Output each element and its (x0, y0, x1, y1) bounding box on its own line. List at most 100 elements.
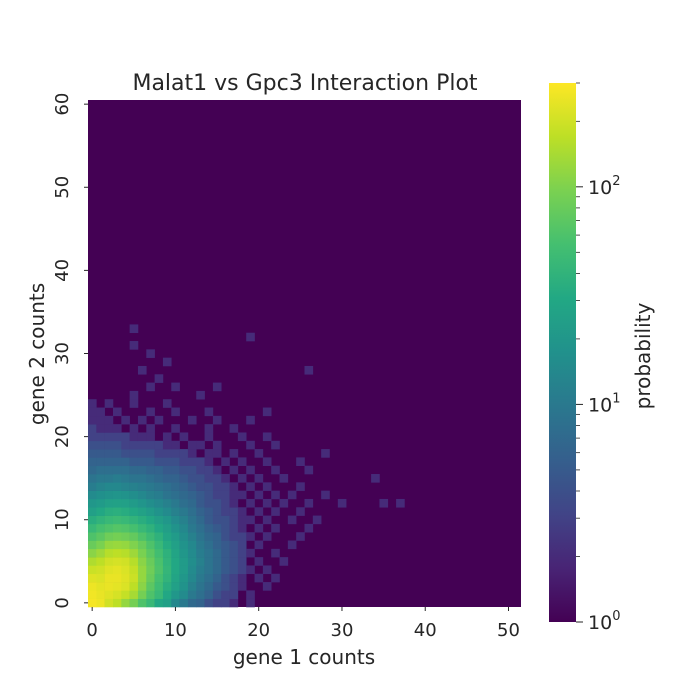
heatmap-cell (88, 557, 97, 566)
heatmap-cell (146, 582, 155, 591)
heatmap-cell (104, 557, 114, 566)
heatmap-cell (246, 532, 255, 541)
heatmap-cell (137, 498, 147, 508)
heatmap-cell (162, 573, 172, 583)
heatmap-cell (121, 498, 130, 508)
heatmap-cell (187, 498, 197, 508)
heatmap-cell (229, 532, 239, 541)
heatmap-cell (154, 482, 164, 491)
heatmap-cell (96, 590, 105, 599)
heatmap-cell (204, 557, 214, 566)
heatmap-cell (171, 582, 180, 591)
y-tick-label: 50 (52, 176, 73, 199)
heatmap-cell (121, 598, 130, 608)
heatmap-cell (212, 507, 222, 516)
y-tick-label: 0 (52, 597, 73, 608)
heatmap-cell (88, 598, 97, 608)
heatmap-cell (221, 523, 230, 533)
heatmap-cell (171, 474, 180, 483)
heatmap-cell (146, 424, 155, 433)
heatmap-cell (96, 440, 105, 450)
heatmap-cell (196, 390, 205, 400)
heatmap-cell (196, 582, 205, 591)
heatmap-cell (187, 507, 197, 516)
heatmap-cell (229, 507, 239, 516)
heatmap-cell (271, 573, 280, 583)
heatmap-cell (104, 449, 114, 458)
heatmap-cell (212, 474, 222, 483)
heatmap-cell (221, 498, 230, 508)
heatmap-cell (187, 548, 197, 558)
heatmap-cell (129, 324, 139, 334)
heatmap-cell (187, 457, 197, 467)
heatmap-cell (129, 548, 139, 558)
heatmap-cell (88, 523, 97, 533)
heatmap-cell (96, 490, 105, 500)
heatmap-cell (137, 590, 147, 599)
heatmap-cell (337, 498, 347, 508)
heatmap-cell (129, 507, 139, 516)
heatmap-cell (162, 399, 172, 408)
heatmap-cell (104, 507, 114, 516)
heatmap-cell (179, 490, 189, 500)
heatmap-cell (171, 515, 180, 525)
heatmap-cell (112, 457, 122, 467)
heatmap-cell (212, 465, 222, 475)
heatmap-cell (179, 474, 189, 483)
heatmap-cell (129, 582, 139, 591)
heatmap-cell (146, 457, 155, 467)
heatmap-cell (196, 457, 205, 467)
heatmap-cell (96, 507, 105, 516)
heatmap-cell (104, 440, 114, 450)
heatmap-cell (146, 498, 155, 508)
heatmap-cell (154, 590, 164, 599)
heatmap-cell (104, 432, 114, 442)
heatmap-cell (196, 565, 205, 575)
heatmap-cell (129, 540, 139, 550)
heatmap-cell (237, 457, 247, 467)
heatmap-cell (104, 598, 114, 608)
heatmap-cell (204, 498, 214, 508)
heatmap-cell (204, 598, 214, 608)
y-tick-label: 60 (52, 93, 73, 116)
heatmap-cell (187, 557, 197, 566)
heatmap-cell (162, 532, 172, 541)
heatmap-cell (121, 523, 130, 533)
heatmap-cell (212, 557, 222, 566)
heatmap-cell (187, 532, 197, 541)
heatmap-cell (154, 598, 164, 608)
heatmap-cell (137, 582, 147, 591)
heatmap-cell (146, 598, 155, 608)
heatmap-cell (212, 532, 222, 541)
heatmap-cell (146, 465, 155, 475)
heatmap-cell (171, 573, 180, 583)
heatmap-cell (162, 523, 172, 533)
heatmap-cell (129, 532, 139, 541)
heatmap-cell (237, 523, 247, 533)
heatmap-cell (229, 582, 239, 591)
heatmap-cell (146, 557, 155, 566)
heatmap-cell (162, 474, 172, 483)
heatmap-cell (221, 515, 230, 525)
heatmap-cell (112, 490, 122, 500)
heatmap-cell (112, 582, 122, 591)
heatmap-cell (262, 582, 272, 591)
heatmap-cell (229, 598, 239, 608)
heatmap-cell (146, 507, 155, 516)
heatmap-cell (262, 498, 272, 508)
heatmap-cell (88, 465, 97, 475)
heatmap-cell (162, 357, 172, 367)
heatmap-cell (196, 540, 205, 550)
heatmap-cell (162, 482, 172, 491)
heatmap-cell (154, 474, 164, 483)
heatmap-cell (171, 507, 180, 516)
heatmap-cell (171, 449, 180, 458)
heatmap-cell (196, 590, 205, 599)
heatmap-cell (137, 565, 147, 575)
heatmap-cell (88, 548, 97, 558)
heatmap-cell (129, 557, 139, 566)
heatmap-cell (96, 573, 105, 583)
colorbar-tick-label: 102 (588, 174, 620, 199)
heatmap-cell (154, 548, 164, 558)
heatmap-cell (146, 532, 155, 541)
